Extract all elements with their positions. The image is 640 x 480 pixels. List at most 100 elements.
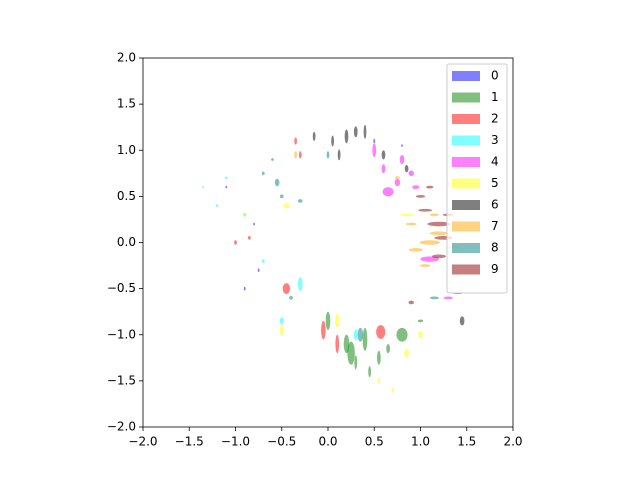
legend-label: 9 (491, 262, 499, 276)
ellipse-point (419, 264, 431, 267)
legend-swatch (452, 221, 480, 232)
ellipse-point (405, 222, 417, 226)
ellipse-point (377, 378, 381, 384)
ellipse-point (429, 231, 449, 236)
legend-swatch (452, 178, 480, 189)
ellipse-point (417, 319, 424, 323)
ellipse-point (362, 327, 368, 351)
ellipse-point (243, 286, 246, 291)
ellipse-point (381, 150, 386, 160)
legend-label: 2 (491, 112, 499, 126)
ellipse-point (202, 185, 205, 189)
ellipse-point (420, 256, 439, 262)
ellipse-point (399, 213, 414, 217)
ellipse-point (294, 151, 298, 159)
ellipse-point (401, 144, 403, 148)
ellipse-point (334, 313, 340, 328)
ellipse-point (279, 324, 284, 336)
ellipse-point (418, 331, 423, 339)
ellipse-point (415, 194, 426, 198)
legend-label: 1 (491, 90, 499, 104)
ellipse-point (326, 151, 330, 159)
ellipse-point (353, 329, 358, 341)
x-tick-label: −1.0 (221, 435, 250, 449)
ellipse-point (404, 165, 409, 173)
legend-swatch (452, 200, 480, 210)
ellipse-point (381, 164, 386, 174)
ellipse-point (429, 213, 439, 217)
ellipse-point (298, 151, 302, 159)
ellipse-point (443, 296, 453, 300)
x-tick-label: −1.5 (175, 435, 204, 449)
ellipse-point (224, 176, 228, 180)
ellipse-point (418, 208, 433, 212)
ellipse-point (279, 194, 284, 199)
y-tick-label: −0.5 (107, 281, 136, 295)
ellipse-point (312, 131, 316, 142)
ellipse-point (283, 202, 290, 209)
ellipse-point (257, 268, 260, 273)
ellipse-point (391, 387, 395, 393)
ellipse-point (337, 149, 341, 161)
ellipse-point (344, 129, 349, 144)
ellipse-point (372, 143, 377, 158)
x-tick-label: 1.5 (457, 435, 476, 449)
ellipse-point (419, 240, 440, 245)
ellipse-point (382, 187, 394, 197)
ellipse-point (271, 158, 274, 161)
ellipse-point (396, 327, 408, 342)
ellipse-point (294, 137, 298, 145)
y-tick-label: 0.5 (117, 189, 136, 203)
legend-label: 7 (491, 219, 499, 233)
ellipse-point (427, 221, 451, 227)
legend-swatch (452, 264, 480, 275)
ellipse-point (408, 170, 415, 177)
ellipse-point (282, 283, 291, 295)
ellipse-point (363, 124, 367, 139)
y-tick-label: −2.0 (107, 420, 136, 434)
ellipse-point (331, 135, 335, 147)
legend-swatch (452, 71, 480, 81)
ellipse-point (325, 311, 331, 331)
y-tick-label: −1.5 (107, 373, 136, 387)
ellipse-point (353, 126, 358, 138)
y-tick-label: −1.0 (107, 327, 136, 341)
y-tick-label: 0.0 (117, 235, 136, 249)
ellipse-point (412, 185, 420, 189)
y-tick-label: 1.0 (117, 143, 136, 157)
legend-swatch (452, 157, 480, 167)
x-tick-label: 2.0 (503, 435, 522, 449)
ellipse-point (377, 350, 381, 365)
legend-label: 3 (491, 133, 499, 147)
ellipse-point (395, 176, 400, 180)
ellipse-point (354, 355, 358, 370)
ellipse-point (429, 296, 439, 300)
ellipse-point (274, 178, 280, 187)
ellipse-point (297, 199, 303, 203)
ellipse-point (347, 341, 355, 365)
ellipse-point (279, 317, 284, 325)
legend-label: 5 (491, 176, 499, 190)
ellipse-point (297, 277, 303, 291)
y-tick-label: 2.0 (117, 51, 136, 65)
legend-label: 6 (491, 198, 499, 212)
ellipse-point (234, 240, 237, 245)
ellipse-point (261, 171, 265, 176)
ellipse-point (399, 154, 405, 165)
ellipse-point (408, 300, 415, 305)
ellipse-point (373, 138, 376, 144)
legend-swatch (452, 135, 480, 146)
ellipse-point (426, 185, 434, 189)
ellipse-point (253, 222, 255, 226)
ellipse-point (408, 248, 423, 252)
ellipse-point (368, 366, 372, 378)
ellipse-point (335, 334, 340, 354)
x-tick-label: 0.5 (365, 435, 384, 449)
ellipse-point (386, 343, 390, 354)
ellipse-point (261, 259, 265, 263)
ellipse-point (432, 254, 446, 259)
x-tick-label: 1.0 (411, 435, 430, 449)
legend-label: 4 (491, 155, 499, 169)
ellipse-point (289, 296, 293, 300)
